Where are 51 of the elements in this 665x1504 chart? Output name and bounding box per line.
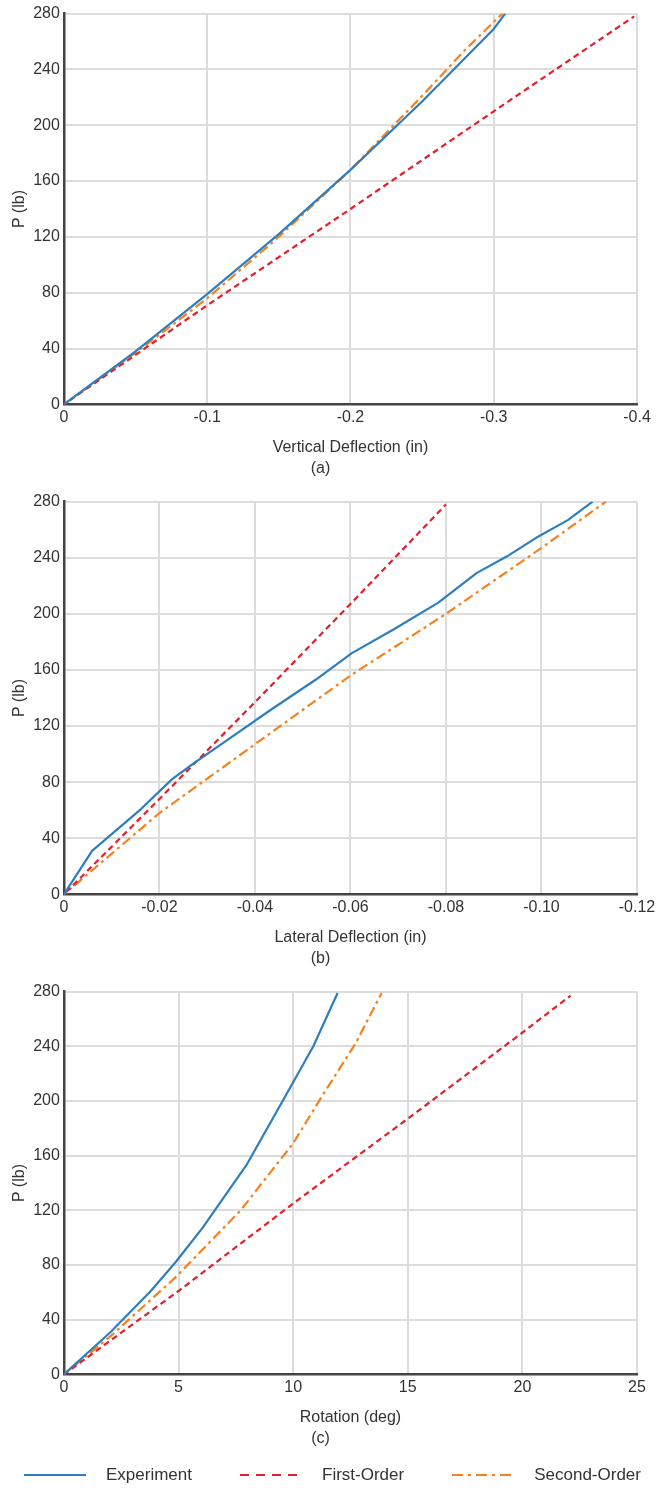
y-tick-label: 200 <box>33 604 60 622</box>
x-tick-label: -0.02 <box>141 898 178 916</box>
text: (b) <box>310 948 331 966</box>
y-tick-label: 40 <box>42 1310 60 1328</box>
y-axis-title: P (lb) <box>10 1164 28 1202</box>
y-tick-label: 240 <box>33 59 60 77</box>
x-axis-title: Rotation (deg) <box>299 1407 402 1425</box>
x-tick-label: -0.04 <box>236 898 274 916</box>
y-tick-label: 0 <box>50 394 60 412</box>
y-tick-label: 160 <box>33 1146 60 1164</box>
x-tick-label: -0.3 <box>479 408 508 426</box>
x-tick-label: 20 <box>513 1378 532 1396</box>
y-tick-label: 160 <box>33 171 60 189</box>
y-tick-label: 200 <box>33 1091 60 1109</box>
x-axis-title: Vertical Deflection (in) <box>272 437 429 455</box>
y-tick-label: 120 <box>33 716 60 734</box>
x-tick-label: -0.10 <box>523 898 560 916</box>
y-tick-label: 280 <box>33 4 60 22</box>
x-axis-title: Lateral Deflection (in) <box>274 927 427 945</box>
y-tick-label: 40 <box>42 338 60 356</box>
legend-label: First-Order <box>322 1465 405 1485</box>
x-tick-label: 25 <box>628 1378 646 1396</box>
y-tick-label: 0 <box>50 1364 60 1382</box>
y-tick-label: 240 <box>33 1036 60 1054</box>
y-tick-label: 80 <box>42 1255 60 1273</box>
x-tick-label: -0.06 <box>332 898 369 916</box>
x-tick-label: -0.12 <box>618 898 656 916</box>
x-tick-label: 15 <box>398 1378 417 1396</box>
legend-label: Experiment <box>106 1465 192 1485</box>
y-tick-label: 160 <box>33 660 60 678</box>
y-tick-label: 80 <box>42 283 60 301</box>
x-tick-label: 5 <box>174 1378 184 1396</box>
y-tick-label: 120 <box>33 1200 60 1218</box>
y-tick-label: 120 <box>33 227 60 245</box>
y-tick-label: 0 <box>50 884 60 902</box>
x-tick-label: -0.1 <box>193 408 222 426</box>
legend-label: Second-Order <box>534 1465 641 1485</box>
y-tick-label: 240 <box>33 548 60 566</box>
y-tick-label: 80 <box>42 772 60 790</box>
x-tick-label: -0.08 <box>427 898 465 916</box>
y-axis-title: P (lb) <box>10 190 28 228</box>
y-tick-label: 200 <box>33 115 60 133</box>
y-tick-label: 40 <box>42 828 60 846</box>
x-tick-label: -0.2 <box>336 408 365 426</box>
x-tick-label: -0.4 <box>623 408 651 426</box>
y-tick-label: 280 <box>33 492 60 510</box>
text: (c) <box>311 1428 330 1446</box>
text: (a) <box>310 458 331 476</box>
x-tick-label: 10 <box>284 1378 303 1396</box>
y-axis-title: P (lb) <box>10 679 28 717</box>
y-tick-label: 280 <box>33 982 60 1000</box>
